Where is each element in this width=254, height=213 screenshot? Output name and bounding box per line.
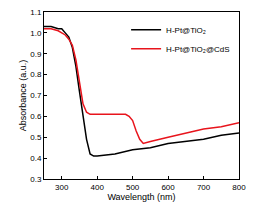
svg-text:H-Pt@TiO₂@CdS: H-Pt@TiO₂@CdS bbox=[166, 45, 230, 54]
svg-text:0.6: 0.6 bbox=[30, 112, 42, 121]
svg-text:Wavelength (nm): Wavelength (nm) bbox=[107, 192, 175, 202]
svg-text:1.0: 1.0 bbox=[30, 29, 42, 38]
svg-text:0.9: 0.9 bbox=[30, 50, 42, 59]
svg-text:400: 400 bbox=[91, 183, 105, 192]
svg-text:800: 800 bbox=[232, 183, 246, 192]
svg-text:Absorbance (a.u.): Absorbance (a.u.) bbox=[18, 60, 28, 132]
svg-text:300: 300 bbox=[55, 183, 69, 192]
svg-text:0.8: 0.8 bbox=[30, 70, 42, 79]
svg-text:0.4: 0.4 bbox=[30, 154, 42, 163]
svg-text:600: 600 bbox=[161, 183, 175, 192]
svg-text:700: 700 bbox=[197, 183, 211, 192]
svg-text:0.3: 0.3 bbox=[30, 175, 42, 184]
svg-text:0.7: 0.7 bbox=[30, 91, 42, 100]
svg-text:0.5: 0.5 bbox=[30, 133, 42, 142]
svg-text:500: 500 bbox=[126, 183, 140, 192]
svg-text:H-Pt@TiO₂: H-Pt@TiO₂ bbox=[166, 26, 206, 35]
svg-text:1.1: 1.1 bbox=[30, 8, 42, 17]
